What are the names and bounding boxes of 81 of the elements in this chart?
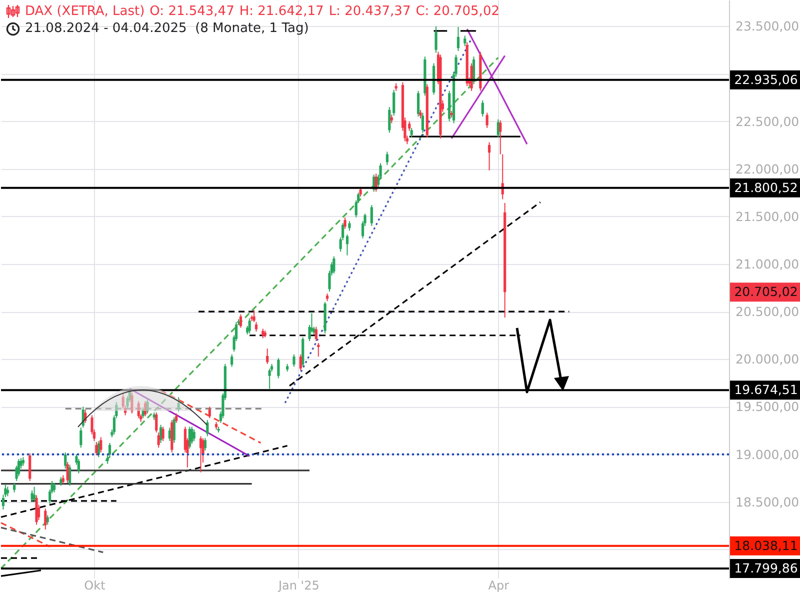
x-tick-label: Jan '25 [277, 578, 320, 592]
candlestick [80, 427, 82, 448]
candlestick [130, 392, 134, 414]
candlestick [95, 441, 98, 456]
candlestick [348, 220, 351, 232]
candlestick [77, 458, 80, 474]
y-tick-label: 18.500,00 [736, 494, 800, 510]
ref-line-label: 17.799,86 [734, 560, 798, 576]
candlestick [499, 120, 502, 155]
candlestick [346, 234, 349, 256]
x-tick-label: Okt [84, 578, 106, 592]
text: 21.08.2024 - 04.04.2025 (8 Monate, 1 Tag) [25, 20, 309, 37]
candlestick [386, 151, 388, 166]
candlestick [175, 412, 178, 424]
candlestick [332, 256, 336, 274]
candlestick [46, 514, 49, 526]
candlestick [126, 396, 129, 410]
candlestick [388, 106, 391, 134]
candlestick [464, 35, 466, 47]
candlestick [456, 26, 460, 52]
y-tick-label: 21.500,00 [736, 208, 800, 224]
annotation: C: 20.705,02 [416, 3, 500, 20]
annotation: L: 20.437,37 [328, 3, 411, 20]
candlestick [410, 127, 413, 138]
candlestick [421, 112, 424, 134]
candlestick [13, 482, 16, 493]
candlestick [146, 398, 149, 414]
ref-line-label: 18.038,11 [734, 538, 798, 553]
candlestick [192, 429, 196, 442]
candlestick [268, 368, 271, 390]
candlestick [248, 318, 251, 334]
y-tick-label: 22.500,00 [736, 114, 800, 129]
ref-line-label: 22.935,06 [734, 72, 798, 87]
candlestick [100, 436, 102, 453]
text: 20.705,02 [734, 284, 798, 300]
candlestick [137, 400, 140, 419]
candlestick [292, 354, 296, 368]
candlestick [266, 348, 269, 364]
annotation: O: 21.543,47 [150, 3, 234, 20]
y-tick-label: 20.500,00 [736, 304, 800, 320]
candlestick [254, 322, 258, 332]
candlestick [206, 420, 209, 437]
candlestick [486, 112, 488, 128]
candlestick [481, 100, 484, 118]
candlestick [172, 416, 176, 444]
y-tick-label: 19.500,00 [736, 399, 800, 414]
y-tick-label: 21.000,00 [736, 256, 800, 272]
candlestick [370, 204, 373, 226]
candlestick [230, 354, 234, 368]
candlestick [277, 358, 280, 379]
y-tick-label: 22.000,00 [736, 161, 800, 176]
candlestick [162, 426, 164, 442]
candlestick [252, 310, 256, 323]
candlestick [66, 461, 69, 484]
chart-title: DAX (XETRA, Last) [25, 3, 145, 20]
candlestick [144, 400, 147, 417]
y-tick-label: 19.000,00 [736, 446, 800, 462]
y-tick-label: 20.000,00 [736, 352, 800, 367]
candlestick [52, 482, 56, 493]
candlestick [190, 426, 194, 444]
y-tick-label: 23.500,00 [736, 18, 800, 34]
ref-line-label: 21.800,52 [734, 180, 798, 195]
candlestick [44, 508, 47, 530]
candlestick [416, 90, 420, 118]
candlestick [392, 89, 396, 116]
candlestick [262, 328, 264, 339]
candlestick [142, 407, 144, 419]
x-tick-label: Apr [488, 578, 510, 592]
candlestick [314, 326, 318, 342]
candlestick [177, 396, 180, 412]
candlestick [344, 216, 346, 230]
ref-line-label: 19.674,51 [734, 382, 798, 398]
candlestick [64, 452, 67, 470]
candlestick [434, 26, 438, 54]
candlestick [208, 406, 211, 419]
candlestick [155, 412, 158, 433]
annotation: H: 21.642,17 [239, 3, 324, 20]
candlestick [28, 452, 32, 482]
candlestick [32, 486, 36, 502]
candlestick [299, 354, 302, 372]
candlestick [488, 142, 491, 171]
